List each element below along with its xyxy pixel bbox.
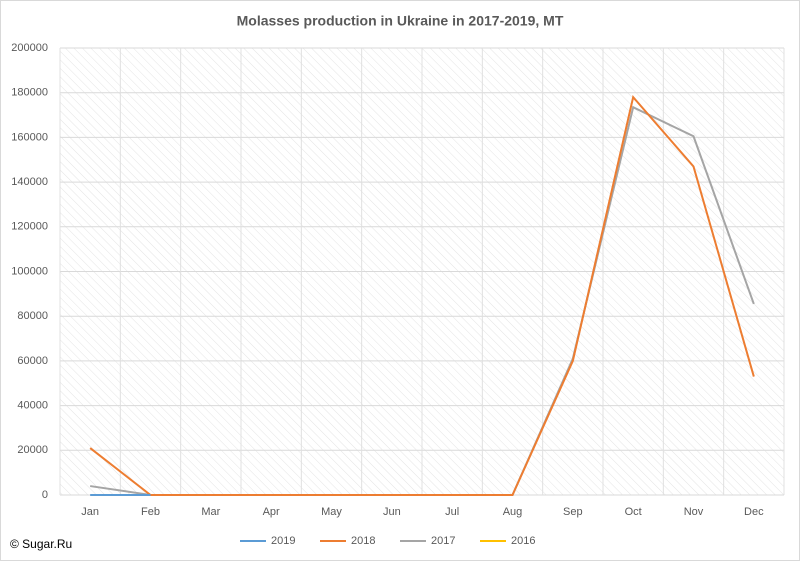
y-tick-label: 20000 <box>17 444 48 456</box>
y-tick-label: 80000 <box>17 310 48 322</box>
chart-title: Molasses production in Ukraine in 2017-2… <box>237 13 564 29</box>
x-tick-label: Mar <box>201 506 220 518</box>
y-tick-label: 0 <box>42 489 48 501</box>
x-tick-label: Apr <box>263 506 280 518</box>
x-tick-label: Aug <box>503 506 523 518</box>
x-tick-label: Jul <box>445 506 459 518</box>
y-tick-label: 180000 <box>11 87 48 99</box>
x-tick-label: Feb <box>141 506 160 518</box>
x-tick-label: Jan <box>81 506 99 518</box>
y-tick-label: 200000 <box>11 42 48 54</box>
x-tick-label: Sep <box>563 506 583 518</box>
series-line <box>89 95 755 496</box>
legend-label: 2018 <box>351 535 375 547</box>
x-tick-label: Dec <box>744 506 764 518</box>
source: © Sugar.Ru <box>10 537 72 551</box>
x-tick-label: Jun <box>383 506 401 518</box>
y-tick-label: 160000 <box>11 131 48 143</box>
x-tick-label: May <box>321 506 342 518</box>
legend-label: 2019 <box>271 535 295 547</box>
y-tick-label: 60000 <box>17 355 48 367</box>
y-tick-label: 100000 <box>11 265 48 277</box>
legend-label: 2016 <box>511 535 535 547</box>
y-tick-label: 140000 <box>11 176 48 188</box>
y-tick-label: 40000 <box>17 400 48 412</box>
x-tick-label: Oct <box>625 506 642 518</box>
x-tick-label: Nov <box>684 506 704 518</box>
legend-label: 2017 <box>431 535 455 547</box>
y-tick-label: 120000 <box>11 221 48 233</box>
